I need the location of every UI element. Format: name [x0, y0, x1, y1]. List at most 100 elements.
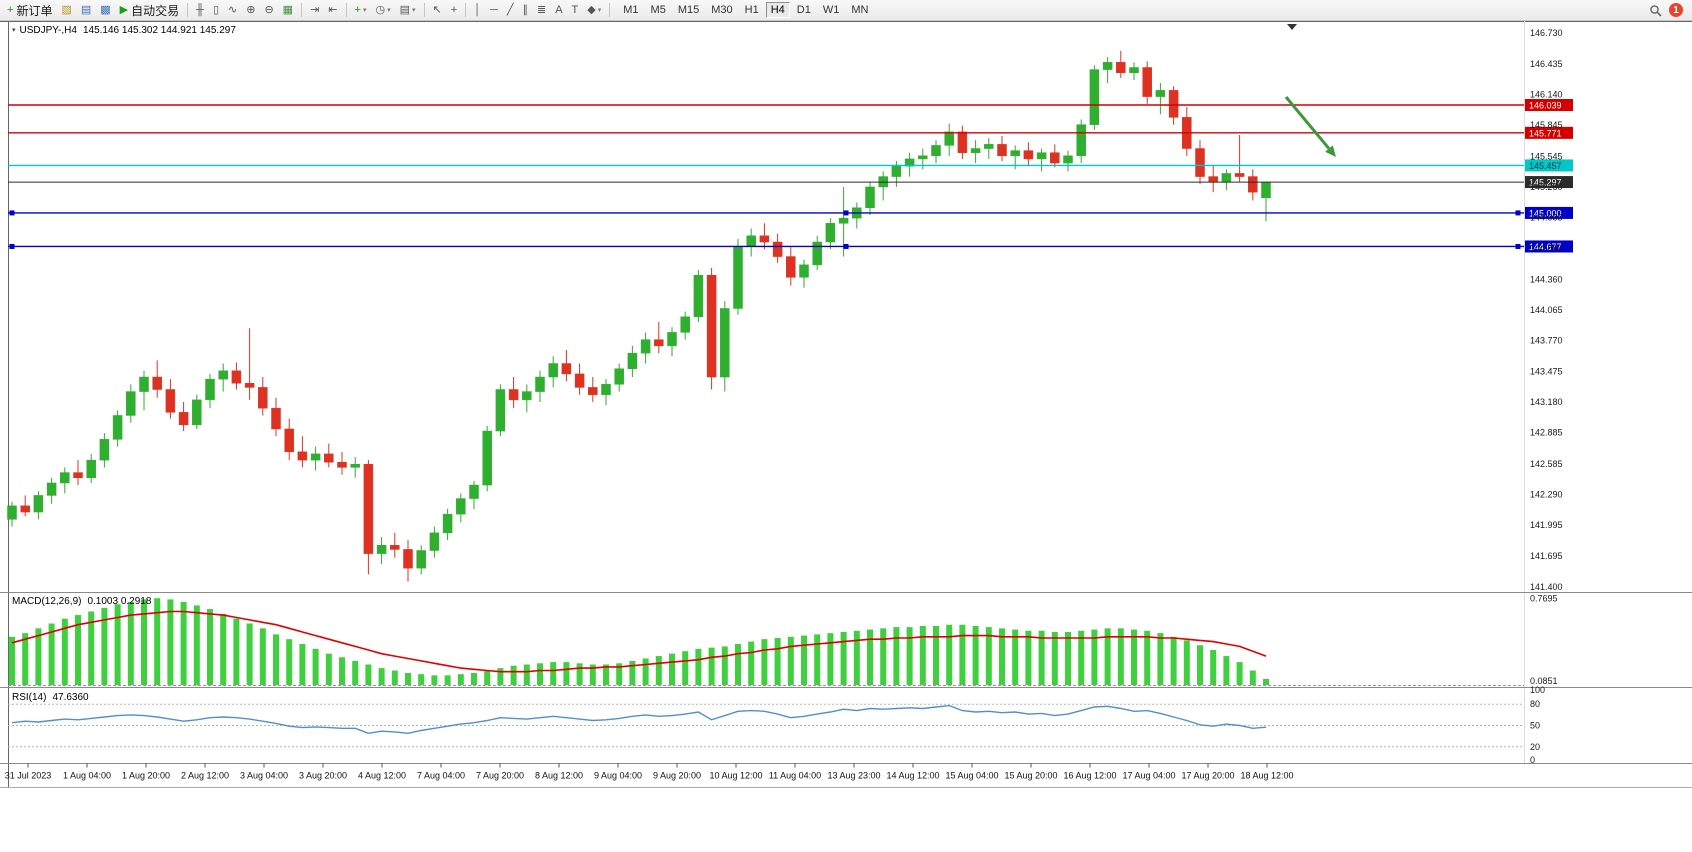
indicators-button[interactable]: + ▾: [351, 2, 371, 19]
hline-145.771[interactable]: 145.771: [8, 126, 1573, 139]
hline-145.457[interactable]: 145.457: [8, 159, 1573, 172]
timeframe-h1[interactable]: H1: [744, 4, 759, 16]
periods-button[interactable]: ◷ ▾: [371, 2, 394, 19]
price-axis[interactable]: 146.730 146.435 146.140 145.845 145.545 145.2…: [1530, 28, 1563, 592]
svg-text:143.475: 143.475: [1530, 366, 1563, 376]
timeframe-d1[interactable]: D1: [796, 4, 811, 16]
fibonacci-icon: ≣: [536, 3, 547, 16]
hline-146.039[interactable]: 146.039: [8, 99, 1573, 112]
svg-text:2 Aug 12:00: 2 Aug 12:00: [181, 771, 229, 781]
line-chart-button[interactable]: ∿: [224, 2, 241, 19]
timeframe-w1[interactable]: W1: [822, 4, 840, 16]
svg-text:146.730: 146.730: [1530, 28, 1563, 38]
dropdown-arrow-icon: ▾: [597, 7, 602, 14]
horizontal-line-icon: ─: [490, 3, 498, 16]
cursor-button[interactable]: ↖: [429, 2, 446, 19]
candlesticks-button[interactable]: ▯: [209, 2, 223, 19]
trendline-button[interactable]: ╱: [503, 2, 518, 19]
timeframe-m30[interactable]: M30: [711, 4, 733, 16]
templates-button[interactable]: ▤ ▾: [396, 2, 420, 19]
navigator-icon: ▩: [100, 3, 111, 16]
svg-text:100: 100: [1530, 685, 1545, 695]
toolbar-separator: [609, 3, 611, 17]
cursor-icon: ↖: [432, 3, 442, 16]
tile-windows-icon: ▦: [282, 3, 294, 16]
timeframe-mn[interactable]: MN: [851, 4, 869, 16]
candlesticks-icon: ▯: [212, 3, 220, 16]
svg-text:145.000: 145.000: [1529, 208, 1562, 218]
timeframe-group: M1 M5 M15 M30 H1 H4 D1 W1 MN: [618, 2, 873, 18]
arrows-shapes-button[interactable]: ◆ ▾: [583, 2, 605, 19]
hline-145.297[interactable]: 145.297: [8, 176, 1573, 189]
zoom-out-button[interactable]: ⊖: [260, 2, 277, 19]
svg-text:0.0851: 0.0851: [1530, 676, 1558, 686]
svg-text:145.297: 145.297: [1529, 178, 1562, 188]
svg-text:142.885: 142.885: [1530, 428, 1563, 438]
svg-text:3 Aug 20:00: 3 Aug 20:00: [299, 771, 347, 781]
svg-text:141.400: 141.400: [1530, 582, 1563, 592]
svg-text:10 Aug 12:00: 10 Aug 12:00: [709, 771, 762, 781]
svg-text:50: 50: [1530, 721, 1540, 731]
auto-scroll-button[interactable]: ⇥: [306, 2, 323, 19]
chart-canvas[interactable]: 146.039 145.771 145.457 145.297 145.000 144.6…: [0, 21, 1692, 852]
toolbar-separator: [465, 3, 467, 17]
market-watch-button[interactable]: ▤: [77, 2, 95, 19]
price-tag-144.677: [1525, 240, 1573, 253]
svg-text:144.955: 144.955: [1530, 213, 1563, 223]
chart-profiles-button[interactable]: ▧: [57, 2, 75, 19]
macd-histogram: [9, 598, 1269, 685]
chart-shift-marker[interactable]: [1287, 24, 1297, 30]
time-axis[interactable]: 31 Jul 2023 1 Aug 04:00 1 Aug 20:00 2 Aug 1…: [5, 763, 1294, 781]
macd-indicator-label: MACD(12,26,9) 0.1003 0.2918: [12, 596, 151, 607]
price-tag-145.771: [1525, 126, 1573, 139]
svg-text:0.7695: 0.7695: [1530, 593, 1558, 603]
ohlc-bars-button[interactable]: ╫: [192, 2, 208, 19]
svg-text:1 Aug 04:00: 1 Aug 04:00: [63, 771, 111, 781]
svg-text:13 Aug 23:00: 13 Aug 23:00: [827, 771, 880, 781]
svg-text:144.360: 144.360: [1530, 274, 1563, 284]
autotrading-button[interactable]: ▶ 自动交易: [116, 2, 183, 19]
svg-text:144.065: 144.065: [1530, 305, 1563, 315]
market-watch-icon: ▤: [80, 3, 92, 16]
autotrading-button-label: 自动交易: [131, 3, 180, 18]
crosshair-button[interactable]: +: [447, 2, 461, 19]
hline-144.677[interactable]: 144.677: [8, 240, 1573, 253]
timeframe-m5[interactable]: M5: [650, 4, 666, 16]
svg-text:142.585: 142.585: [1530, 459, 1563, 469]
fibonacci-button[interactable]: ≣: [533, 2, 550, 19]
toolbar-right-group: 1: [1649, 3, 1689, 17]
svg-text:1 Aug 20:00: 1 Aug 20:00: [122, 771, 170, 781]
vertical-line-button[interactable]: │: [470, 2, 485, 19]
equidistant-channel-button[interactable]: ∥: [518, 2, 532, 19]
navigator-button[interactable]: ▩: [96, 2, 114, 19]
timeframe-m1[interactable]: M1: [623, 4, 639, 16]
text-label-button[interactable]: T: [568, 2, 583, 19]
chart-shift-button[interactable]: ⇤: [324, 2, 341, 19]
templates-icon: ▤: [399, 3, 410, 16]
search-icon[interactable]: [1649, 4, 1662, 17]
rsi-indicator-label: RSI(14) 47.6360: [12, 692, 89, 703]
arrow-annotation[interactable]: [1284, 96, 1336, 157]
periods-icon: ◷: [375, 3, 386, 16]
zoom-in-button[interactable]: ⊕: [242, 2, 259, 19]
timeframe-m15[interactable]: M15: [677, 4, 700, 16]
collapse-icon[interactable]: ▾: [12, 27, 16, 34]
tile-windows-button[interactable]: ▦: [279, 2, 297, 19]
chart-shift-icon: ⇤: [328, 3, 338, 16]
svg-text:145.250: 145.250: [1530, 182, 1563, 192]
svg-text:4 Aug 12:00: 4 Aug 12:00: [358, 771, 406, 781]
horizontal-line-button[interactable]: ─: [486, 2, 502, 19]
timeframe-h4[interactable]: H4: [765, 2, 790, 18]
svg-text:144.677: 144.677: [1529, 242, 1562, 252]
svg-text:31 Jul 2023: 31 Jul 2023: [5, 771, 52, 781]
zoom-in-icon: ⊕: [246, 3, 256, 16]
candlesticks: [7, 50, 1271, 582]
hline-145.000[interactable]: 145.000: [8, 206, 1573, 219]
zoom-out-icon: ⊖: [264, 3, 274, 16]
text-button[interactable]: A: [551, 2, 566, 19]
rsi-line: [11, 704, 1267, 735]
notification-badge[interactable]: 1: [1669, 3, 1683, 17]
text-label-icon: T: [571, 3, 579, 16]
vertical-line-icon: │: [474, 3, 482, 16]
new-order-button[interactable]: + 新订单: [3, 2, 56, 19]
